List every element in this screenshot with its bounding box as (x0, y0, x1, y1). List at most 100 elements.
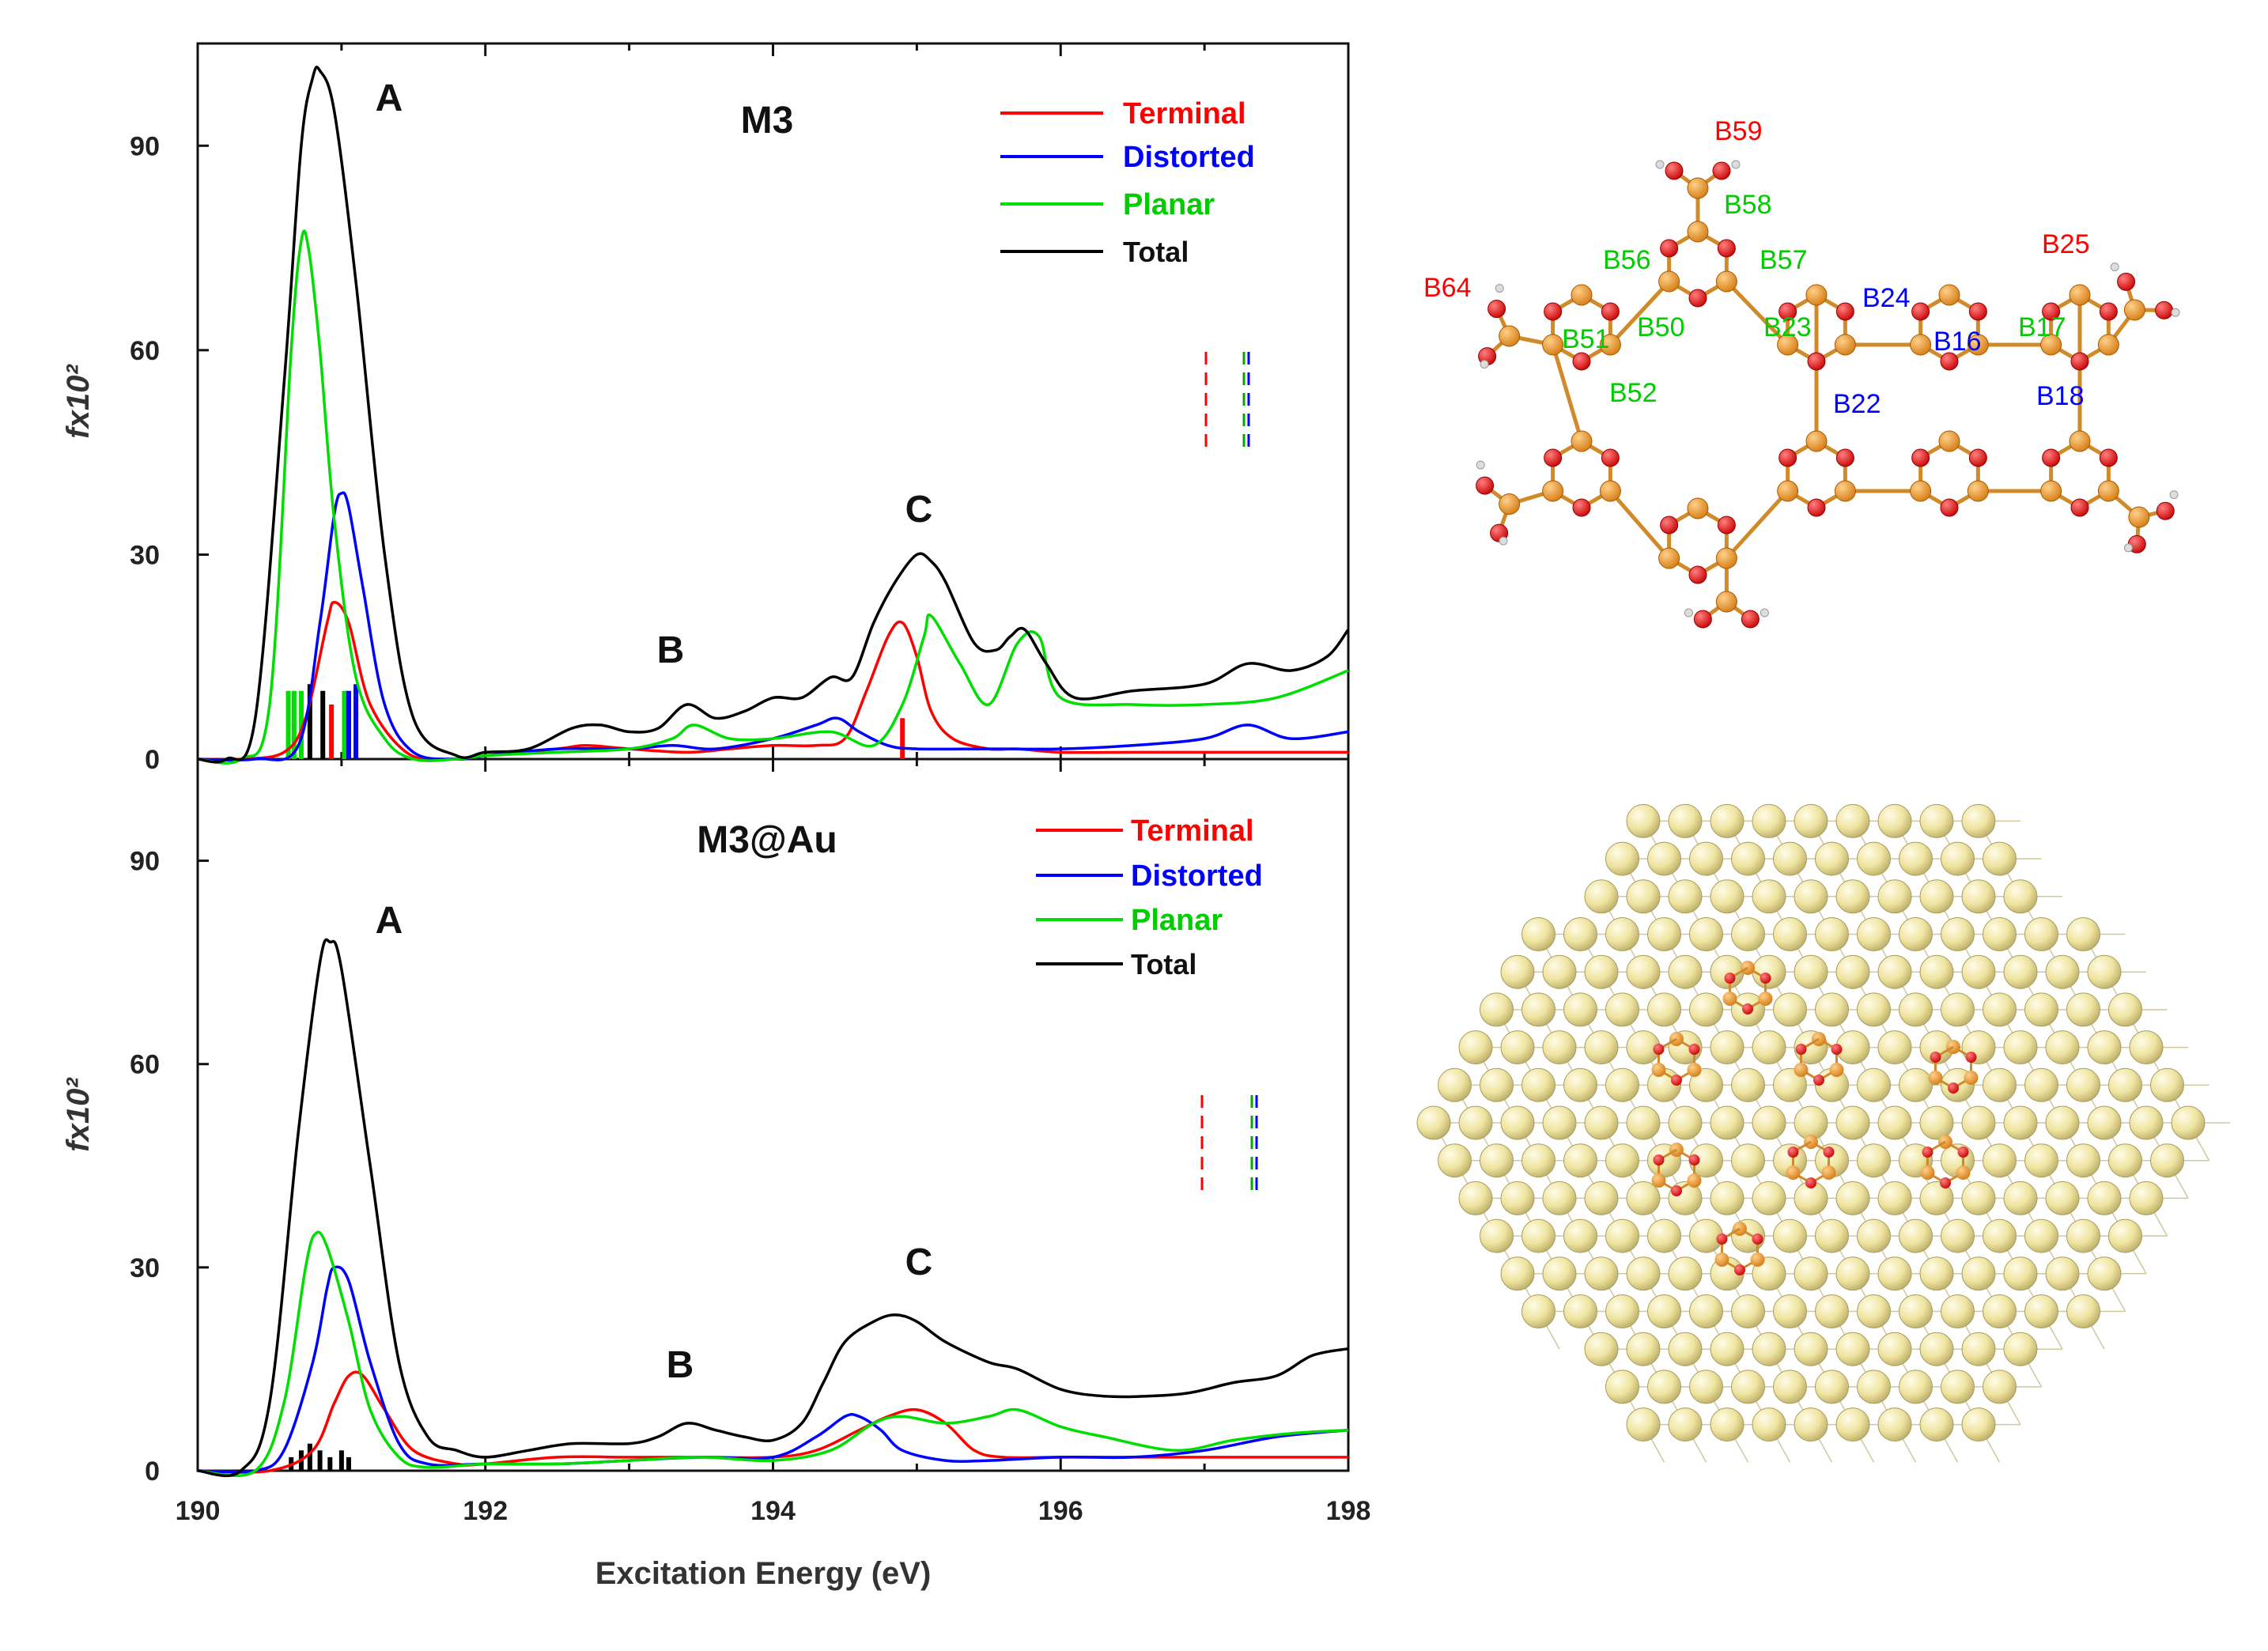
gold-atom (1773, 1067, 1807, 1102)
gold-atom (1521, 1143, 1555, 1178)
gold-atom (1542, 954, 1577, 989)
gold-atom (1835, 954, 1870, 989)
gold-atom (2003, 879, 2038, 914)
oxygen-atom (1965, 1052, 1977, 1063)
gold-atom (1794, 803, 1828, 838)
gold-atom (2003, 1105, 2038, 1140)
gold-atom (1919, 879, 1954, 914)
gold-atom (1731, 1143, 1765, 1178)
gold-atom (1605, 992, 1639, 1027)
legend-label-total: Total (1123, 236, 1189, 268)
gold-atom (2087, 1030, 2122, 1065)
boron-atom (1714, 1252, 1729, 1267)
gold-atom (1647, 1294, 1681, 1328)
oxygen-atom (1807, 498, 1826, 517)
series-line-planar (197, 1230, 1349, 1478)
gold-atom (1877, 1332, 1912, 1366)
gold-atom (2003, 1181, 2038, 1215)
gold-atom (2045, 1105, 2080, 1140)
atom-label-b18: B18 (2036, 381, 2085, 411)
boron-atom (1794, 1063, 1809, 1077)
series-line-total (197, 66, 1350, 764)
gold-atom (1521, 1218, 1555, 1253)
gold-atom (1521, 992, 1555, 1027)
boron-atom (1967, 480, 1989, 502)
hydrogen-atom (2110, 263, 2119, 272)
gold-atom (1438, 1067, 1472, 1102)
oxygen-atom (2156, 501, 2175, 520)
gold-atom (1605, 1294, 1639, 1328)
oxygen-atom (1572, 352, 1591, 371)
gold-atom (1584, 954, 1619, 989)
boron-atom (1910, 480, 1932, 502)
gold-atom (1710, 879, 1744, 914)
boron-atom (1571, 284, 1593, 306)
gold-atom (1794, 1332, 1828, 1366)
oxygen-atom (1660, 516, 1679, 535)
oxygen-atom (1787, 1147, 1799, 1158)
gold-atom (1626, 1332, 1661, 1366)
gold-atom (1857, 992, 1891, 1027)
gold-atom (1919, 1256, 1954, 1291)
gold-atom (1605, 1370, 1639, 1404)
gold-atom (1500, 1105, 1535, 1140)
gold-atom (1815, 1370, 1849, 1404)
gold-atom (1899, 1218, 1933, 1253)
gold-atom (2066, 1067, 2100, 1102)
boron-atom (1834, 480, 1856, 502)
atom-label-b25: B25 (2042, 229, 2090, 259)
peak-label-c-bottom: C (905, 1241, 933, 1283)
boron-atom (1571, 430, 1593, 452)
gold-atom (1626, 1407, 1661, 1442)
gold-atom (1605, 841, 1639, 876)
oxygen-atom (1688, 1154, 1700, 1166)
gold-atom (1647, 917, 1681, 951)
gold-atom (1752, 1181, 1786, 1215)
gold-atom (1899, 1370, 1933, 1404)
gold-atom (1563, 1218, 1597, 1253)
gold-atom (1500, 954, 1535, 989)
gold-atom (1835, 1256, 1870, 1291)
oxygen-atom (1717, 239, 1736, 258)
gold-atom (1584, 879, 1619, 914)
y-tick-label: 60 (130, 336, 160, 366)
gold-atom (2003, 954, 2038, 989)
gold-atom (1899, 841, 1933, 876)
oxygen-atom (1601, 448, 1620, 467)
gold-atom (1416, 1105, 1451, 1140)
gold-atom (1563, 917, 1597, 951)
gold-atom (1941, 1370, 1975, 1404)
atom-label-b17: B17 (2018, 312, 2066, 342)
y-tick-label: 30 (130, 1253, 160, 1283)
gold-atom (1584, 1105, 1619, 1140)
gold-atom (1815, 1218, 1849, 1253)
atom-label-b59: B59 (1714, 116, 1763, 146)
boron-atom (2097, 334, 2119, 356)
oxygen-atom (1795, 1044, 1807, 1055)
gold-atom (2066, 1143, 2100, 1178)
gold-atom (2087, 954, 2122, 989)
oxygen-atom (2099, 302, 2118, 321)
gold-atom (2045, 954, 2080, 989)
oxygen-atom (2070, 498, 2089, 517)
gold-atom (1794, 1256, 1828, 1291)
oxygen-atom (1911, 448, 1930, 467)
gold-atom (1983, 1067, 2017, 1102)
gold-atom (1689, 1294, 1723, 1328)
oxygen-atom (1724, 973, 1736, 984)
gold-atom (1857, 1143, 1891, 1178)
oxygen-atom (1476, 476, 1495, 495)
atom-label-b64: B64 (1423, 273, 1472, 303)
gold-atom (1857, 1067, 1891, 1102)
panel-m3-au: 0 30 60 90 190 192 194 196 198 (130, 759, 1370, 1526)
gold-atom (1794, 879, 1828, 914)
gold-atom (1835, 879, 1870, 914)
gold-atom (1584, 1181, 1619, 1215)
peak-label-b-bottom: B (667, 1344, 694, 1386)
oxygen-atom (1665, 161, 1684, 180)
boron-atom (2123, 299, 2145, 321)
boron-atom (1499, 325, 1521, 347)
oxygen-atom (2042, 448, 2061, 467)
boron-atom (1715, 591, 1737, 613)
gold-atom (2108, 1218, 2142, 1253)
